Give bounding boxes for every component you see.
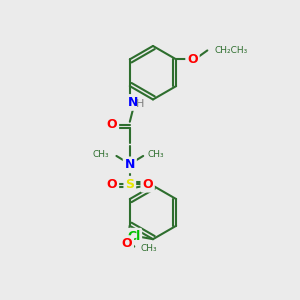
Text: CH₃: CH₃ <box>140 244 157 253</box>
Text: O: O <box>142 178 153 191</box>
Text: N: N <box>124 158 135 171</box>
Text: O: O <box>187 53 198 66</box>
Text: CH₂CH₃: CH₂CH₃ <box>215 46 248 55</box>
Text: O: O <box>107 178 117 191</box>
Text: O: O <box>122 237 132 250</box>
Text: N: N <box>128 96 139 109</box>
Text: S: S <box>125 178 134 191</box>
Text: H: H <box>136 99 144 109</box>
Text: CH₃: CH₃ <box>148 150 164 159</box>
Text: O: O <box>107 118 117 131</box>
Text: CH₃: CH₃ <box>92 150 109 159</box>
Text: Cl: Cl <box>127 230 140 243</box>
